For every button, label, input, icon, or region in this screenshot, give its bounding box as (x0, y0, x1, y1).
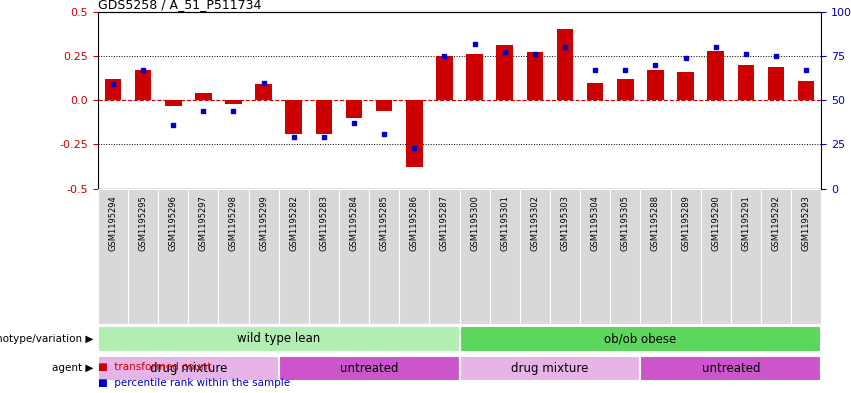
Bar (587, 83, 603, 100)
Bar (309, 189, 339, 324)
Bar (278, 189, 309, 324)
Text: GSM1195283: GSM1195283 (319, 195, 328, 252)
Text: GSM1195299: GSM1195299 (260, 195, 268, 251)
Text: GSM1195291: GSM1195291 (741, 195, 751, 251)
Text: GSM1195296: GSM1195296 (168, 195, 178, 251)
Bar (466, 54, 483, 100)
Text: GSM1195300: GSM1195300 (470, 195, 479, 251)
Text: GSM1195288: GSM1195288 (651, 195, 660, 252)
Bar (557, 29, 574, 100)
Text: GSM1195286: GSM1195286 (410, 195, 419, 252)
Text: GSM1195294: GSM1195294 (108, 195, 117, 251)
Bar (640, 356, 821, 381)
Text: GSM1195290: GSM1195290 (711, 195, 720, 251)
Bar (98, 356, 278, 381)
Bar (460, 326, 821, 352)
Bar (278, 356, 460, 381)
Text: GSM1195289: GSM1195289 (681, 195, 690, 251)
Bar (226, 100, 242, 104)
Bar (527, 52, 543, 100)
Bar (707, 51, 724, 100)
Text: GSM1195285: GSM1195285 (380, 195, 389, 251)
Bar (617, 79, 634, 100)
Bar (731, 189, 761, 324)
Text: GSM1195295: GSM1195295 (139, 195, 147, 251)
Bar (316, 100, 332, 134)
Bar (376, 100, 392, 111)
Bar (496, 45, 513, 100)
Bar (460, 356, 640, 381)
Bar (798, 81, 814, 100)
Bar (700, 189, 731, 324)
Text: GSM1195304: GSM1195304 (591, 195, 600, 251)
Text: drug mixture: drug mixture (150, 362, 227, 375)
Bar (677, 72, 694, 100)
Bar (339, 189, 369, 324)
Bar (460, 189, 489, 324)
Bar (255, 84, 272, 100)
Text: genotype/variation ▶: genotype/variation ▶ (0, 334, 94, 344)
Bar (640, 189, 671, 324)
Text: GSM1195282: GSM1195282 (289, 195, 298, 251)
Text: GSM1195292: GSM1195292 (772, 195, 780, 251)
Bar (134, 70, 151, 100)
Text: GDS5258 / A_51_P511734: GDS5258 / A_51_P511734 (98, 0, 261, 11)
Bar (128, 189, 158, 324)
Bar (437, 56, 453, 100)
Bar (285, 100, 302, 134)
Bar (98, 189, 128, 324)
Text: agent ▶: agent ▶ (52, 364, 94, 373)
Bar (550, 189, 580, 324)
Bar (105, 79, 121, 100)
Bar (791, 189, 821, 324)
Bar (188, 189, 219, 324)
Text: GSM1195302: GSM1195302 (530, 195, 540, 251)
Bar (738, 65, 754, 100)
Text: untreated: untreated (701, 362, 760, 375)
Bar (98, 326, 460, 352)
Text: GSM1195301: GSM1195301 (500, 195, 509, 251)
Bar (406, 100, 423, 167)
Bar (647, 70, 664, 100)
Text: GSM1195287: GSM1195287 (440, 195, 449, 252)
Text: GSM1195293: GSM1195293 (802, 195, 811, 251)
Bar (768, 66, 785, 100)
Bar (489, 189, 520, 324)
Bar (369, 189, 399, 324)
Text: GSM1195298: GSM1195298 (229, 195, 238, 251)
Text: GSM1195284: GSM1195284 (350, 195, 358, 251)
Text: ob/ob obese: ob/ob obese (604, 332, 677, 345)
Text: untreated: untreated (340, 362, 398, 375)
Bar (165, 100, 181, 105)
Bar (399, 189, 430, 324)
Bar (346, 100, 363, 118)
Text: drug mixture: drug mixture (511, 362, 589, 375)
Text: ■  transformed count: ■ transformed count (98, 362, 211, 373)
Text: GSM1195303: GSM1195303 (561, 195, 569, 252)
Bar (248, 189, 278, 324)
Bar (671, 189, 700, 324)
Bar (610, 189, 640, 324)
Bar (195, 93, 212, 100)
Text: GSM1195297: GSM1195297 (199, 195, 208, 251)
Text: ■  percentile rank within the sample: ■ percentile rank within the sample (98, 378, 290, 388)
Bar (219, 189, 248, 324)
Bar (158, 189, 188, 324)
Bar (520, 189, 550, 324)
Bar (761, 189, 791, 324)
Bar (430, 189, 460, 324)
Text: wild type lean: wild type lean (237, 332, 320, 345)
Bar (580, 189, 610, 324)
Text: GSM1195305: GSM1195305 (621, 195, 630, 251)
